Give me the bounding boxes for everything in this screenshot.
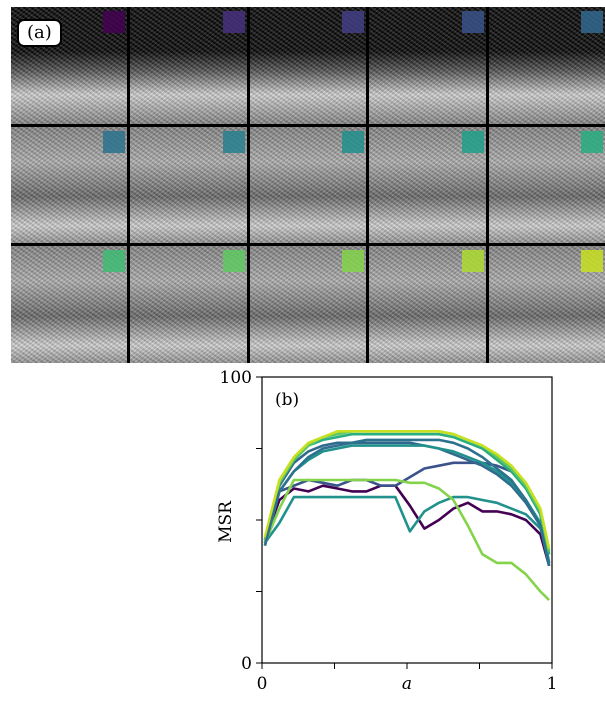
image-tile <box>488 126 605 244</box>
tile-color-swatch <box>103 11 126 33</box>
tile-color-swatch <box>222 11 245 33</box>
plot-frame <box>261 376 553 664</box>
image-grid-panel <box>11 7 605 363</box>
y-tick-label: 0 <box>241 654 252 674</box>
tile-color-swatch <box>103 130 126 153</box>
tile-color-swatch <box>222 130 245 153</box>
image-tile <box>249 246 367 363</box>
image-tile <box>369 126 486 244</box>
y-axis-label: MSR <box>216 500 236 543</box>
image-tile <box>130 126 247 244</box>
series-line <box>263 438 551 567</box>
image-tile <box>369 7 486 124</box>
image-tile <box>488 246 605 363</box>
panel-b-label: (b) <box>275 390 299 410</box>
series-line <box>263 478 551 602</box>
series-line <box>263 429 551 549</box>
chart-axes <box>261 376 553 664</box>
x-tick-label: 0 <box>257 674 268 694</box>
series-line <box>263 441 551 567</box>
image-tile <box>488 7 605 124</box>
tile-color-swatch <box>222 250 245 273</box>
tile-color-swatch <box>461 130 484 153</box>
chart-series-layer <box>263 429 551 602</box>
tile-color-swatch <box>342 130 365 153</box>
image-tile <box>11 246 128 363</box>
y-tick-label: 100 <box>220 370 252 388</box>
series-line <box>263 444 551 564</box>
image-tile <box>249 126 367 244</box>
panel-a-label: (a) <box>17 19 62 47</box>
image-tile <box>11 126 128 244</box>
tile-color-swatch <box>461 11 484 33</box>
series-line <box>263 495 551 555</box>
tile-color-swatch <box>342 250 365 273</box>
image-tile <box>130 7 247 124</box>
x-axis-label: a <box>402 674 412 694</box>
image-tile <box>130 246 247 363</box>
tile-color-swatch <box>342 11 365 33</box>
series-line <box>263 484 551 567</box>
image-tile <box>249 7 367 124</box>
chart-ticks: 0 100 0 a 1 <box>220 370 558 694</box>
image-tile <box>369 246 486 363</box>
tile-color-swatch <box>461 250 484 273</box>
tile-color-swatch <box>580 250 603 273</box>
tile-color-swatch <box>103 250 126 273</box>
tile-color-swatch <box>580 11 603 33</box>
tile-color-swatch <box>580 130 603 153</box>
msr-line-chart: 0 100 0 a 1 (b) MSR <box>216 370 558 694</box>
x-tick-label: 1 <box>547 674 558 694</box>
